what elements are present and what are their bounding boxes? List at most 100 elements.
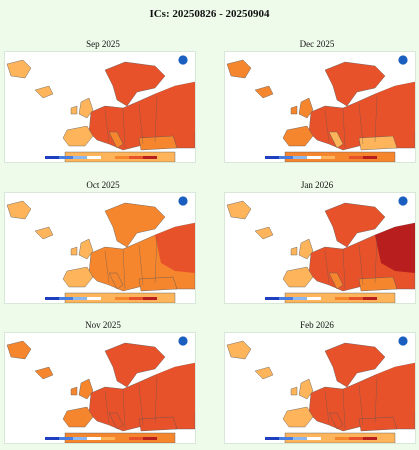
colorbar-segment — [73, 437, 87, 440]
colorbar-segment — [115, 297, 129, 300]
colorbar-segment — [101, 297, 115, 300]
colorbar-segment — [87, 156, 101, 159]
europe-map — [225, 193, 415, 303]
colorbar-segment — [335, 156, 349, 159]
italy-shape — [328, 272, 344, 290]
noaa-logo-icon — [177, 195, 189, 207]
forecast-map-panel — [224, 192, 416, 304]
italy-shape — [108, 131, 124, 149]
italy-shape — [328, 412, 344, 430]
eastern-europe-shape — [155, 82, 195, 132]
colorbar-segment — [349, 297, 363, 300]
country-borders — [324, 376, 378, 430]
colorbar-segment — [115, 156, 129, 159]
colorbar-segment — [45, 297, 59, 300]
forecast-map-panel — [224, 51, 416, 163]
eastern-europe-shape — [155, 223, 195, 273]
ireland-shape — [70, 105, 78, 115]
colorbar-segment — [129, 156, 143, 159]
panel-label: Jan 2026 — [300, 180, 334, 190]
colorbar-segment — [143, 437, 157, 440]
colorbar-segment — [293, 156, 307, 159]
british-isles-shape — [78, 238, 94, 260]
iceland-shape — [34, 226, 54, 240]
europe-map — [225, 52, 415, 162]
greenland-shape — [226, 340, 252, 360]
colorbar-segment — [335, 297, 349, 300]
italy-shape — [108, 272, 124, 290]
noaa-logo-icon — [397, 335, 409, 347]
colorbar-segment — [307, 437, 321, 440]
iberia-shape — [282, 266, 314, 288]
panel-label: Oct 2025 — [86, 180, 120, 190]
forecast-map-panel — [4, 192, 196, 304]
eastern-europe-shape — [375, 223, 415, 273]
colorbar-segment — [279, 297, 293, 300]
ireland-shape — [290, 105, 298, 115]
country-borders — [104, 95, 158, 149]
iceland-shape — [34, 85, 54, 99]
greenland-shape — [6, 59, 32, 79]
colorbar-segment — [73, 156, 87, 159]
country-borders — [104, 236, 158, 290]
colorbar-segment — [45, 156, 59, 159]
anatomia-shape — [138, 416, 178, 432]
colorbar-segment — [293, 297, 307, 300]
british-isles-shape — [78, 378, 94, 400]
scandinavia-shape — [104, 202, 166, 248]
colorbar-segment — [59, 156, 73, 159]
scandinavia-shape — [104, 61, 166, 107]
colorbar-segment — [321, 437, 335, 440]
noaa-logo-icon — [397, 54, 409, 66]
country-borders — [324, 95, 378, 149]
iberia-shape — [62, 266, 94, 288]
colorbar-segment — [335, 437, 349, 440]
eastern-europe-shape — [155, 363, 195, 413]
greenland-shape — [6, 340, 32, 360]
iberia-shape — [62, 406, 94, 428]
ireland-shape — [290, 246, 298, 256]
iceland-shape — [254, 366, 274, 380]
scandinavia-shape — [324, 61, 386, 107]
forecast-map-panel — [224, 332, 416, 444]
colorbar-segment — [129, 437, 143, 440]
iberia-shape — [282, 406, 314, 428]
greenland-shape — [226, 59, 252, 79]
colorbar-segment — [279, 437, 293, 440]
forecast-map-panel — [4, 51, 196, 163]
europe-map — [225, 333, 415, 443]
scandinavia-shape — [104, 342, 166, 388]
eastern-europe-shape — [375, 82, 415, 132]
colorbar-segment — [115, 437, 129, 440]
anatomia-shape — [358, 416, 398, 432]
iceland-shape — [34, 366, 54, 380]
colorbar-segment — [87, 437, 101, 440]
ireland-shape — [70, 386, 78, 396]
colorbar-segment — [143, 156, 157, 159]
italy-shape — [108, 412, 124, 430]
colorbar-segment — [321, 297, 335, 300]
italy-shape — [328, 131, 344, 149]
panel-label: Feb 2026 — [300, 320, 334, 330]
colorbar-segment — [321, 156, 335, 159]
eastern-europe-shape — [375, 363, 415, 413]
country-borders — [104, 376, 158, 430]
panel-label: Sep 2025 — [86, 39, 120, 49]
iceland-shape — [254, 226, 274, 240]
scandinavia-shape — [324, 202, 386, 248]
greenland-shape — [226, 200, 252, 220]
europe-map — [5, 52, 195, 162]
iceland-shape — [254, 85, 274, 99]
colorbar-segment — [265, 297, 279, 300]
colorbar-segment — [265, 437, 279, 440]
colorbar-segment — [73, 297, 87, 300]
british-isles-shape — [298, 378, 314, 400]
greenland-shape — [6, 200, 32, 220]
noaa-logo-icon — [397, 195, 409, 207]
anatomia-shape — [138, 276, 178, 292]
colorbar-segment — [307, 156, 321, 159]
iberia-shape — [62, 125, 94, 147]
colorbar-segment — [293, 437, 307, 440]
europe-map — [5, 193, 195, 303]
